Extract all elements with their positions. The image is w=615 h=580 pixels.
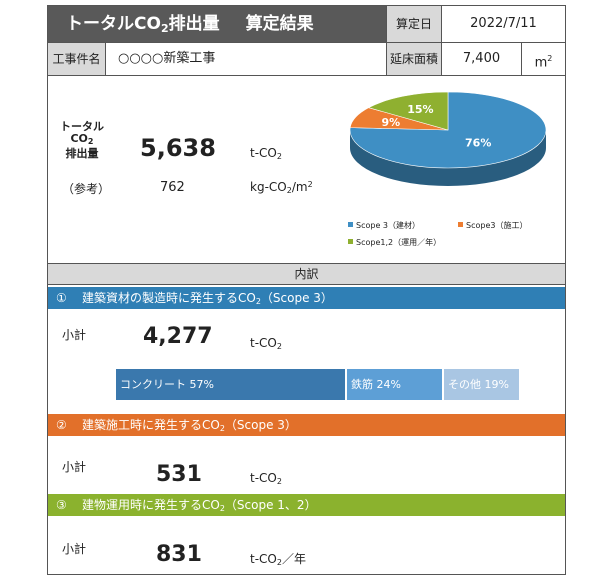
project-name-label: 工事件名: [48, 43, 106, 75]
pie-slice-2: [367, 91, 449, 131]
section-3-scope: （Scope 1、2）: [224, 498, 317, 512]
section-1-title: 建築資材の製造時に発生するCO: [82, 291, 256, 305]
section-3-unit-text: t-CO: [250, 552, 277, 566]
total-label-line2: CO2: [48, 133, 116, 148]
section-2-unit-sub: 2: [276, 477, 282, 486]
report-title: トータルCO2排出量 算定結果: [48, 6, 386, 42]
material-segment-0: コンクリート 57%: [116, 369, 345, 400]
section-3-unit: t-CO2／年: [250, 550, 306, 567]
section-2-title: 建築施工時に発生するCO: [82, 418, 220, 432]
section-3-sub: 2: [219, 504, 225, 513]
section-3-title: 建物運用時に発生するCO: [82, 498, 220, 512]
title-subscript: 2: [160, 22, 169, 35]
material-segment-1: 鉄筋 24%: [347, 369, 442, 400]
section-3-bar: ③ 建物運用時に発生するCO2（Scope 1、2）: [48, 494, 565, 516]
title-suffix: 算定結果: [245, 14, 314, 34]
section-2-scope: （Scope 3）: [224, 418, 297, 432]
title-text: トータルCO: [66, 14, 161, 34]
total-value: 5,638: [140, 134, 216, 162]
total-unit: t-CO2: [250, 146, 282, 161]
section-2-bar: ② 建築施工時に発生するCO2（Scope 3）: [48, 414, 565, 436]
section-1-unit: t-CO2: [250, 336, 282, 351]
floor-area-value: 7,400: [442, 43, 522, 75]
section-1-unit-text: t-CO: [250, 336, 277, 350]
ref-unit-mid: /m: [291, 180, 308, 194]
section-3-value: 831: [156, 542, 202, 567]
ref-unit-sup: 2: [307, 180, 313, 189]
section-2-value: 531: [156, 462, 202, 487]
emissions-pie-chart: 76% 9% 15%: [349, 91, 547, 186]
legend-swatch-1: [458, 222, 463, 227]
total-label-sub: 2: [87, 137, 94, 146]
legend-swatch-0: [348, 222, 353, 227]
total-label-co: CO: [70, 132, 88, 145]
report-header: トータルCO2排出量 算定結果 算定日 2022/7/11: [48, 6, 565, 43]
section-2-sub: 2: [219, 424, 225, 433]
title-text-2: 排出量: [168, 14, 220, 34]
section-1-number: ①: [56, 291, 67, 305]
section-1-scope: （Scope 3）: [260, 291, 333, 305]
section-3-unit-post: ／年: [281, 552, 306, 566]
legend-swatch-2: [348, 239, 353, 244]
ref-unit-sub: 2: [286, 186, 292, 195]
project-row: 工事件名 ○○○○新築工事 延床面積 7,400 m2: [48, 43, 565, 76]
total-unit-sub: 2: [276, 152, 282, 161]
date-label: 算定日: [386, 6, 442, 42]
legend-label-2: Scope1,2（運用／年）: [356, 238, 442, 247]
section-1-subtotal-label: 小計: [62, 328, 87, 342]
ref-unit-text: kg-CO: [250, 180, 287, 194]
report-sheet: トータルCO2排出量 算定結果 算定日 2022/7/11 工事件名 ○○○○新築…: [47, 5, 566, 575]
legend-item-1: Scope3（施工）: [458, 220, 527, 231]
total-label-line3: 排出量: [65, 147, 99, 160]
legend-item-0: Scope 3（建材）: [348, 220, 420, 231]
section-2-subtotal-label: 小計: [62, 460, 87, 474]
section-2-unit-text: t-CO: [250, 471, 277, 485]
pie-side-wall: [350, 130, 546, 186]
pie-label-2: 15%: [407, 103, 433, 116]
section-2-number: ②: [56, 418, 67, 432]
total-label-line1: トータル: [60, 120, 104, 133]
floor-area-unit: m2: [522, 43, 565, 75]
reference-value: 762: [160, 180, 185, 195]
legend-label-1: Scope3（施工）: [466, 221, 528, 230]
legend-item-2: Scope1,2（運用／年）: [348, 237, 441, 248]
material-segment-2: その他 19%: [444, 369, 519, 400]
total-unit-text: t-CO: [250, 146, 277, 160]
breakdown-header: 内訳: [48, 263, 565, 285]
area-unit-sup: 2: [547, 54, 553, 63]
pie-label-1: 9%: [381, 116, 400, 129]
reference-unit: kg-CO2/m2: [250, 180, 313, 195]
section-1-sub: 2: [255, 297, 261, 306]
legend-label-0: Scope 3（建材）: [356, 221, 421, 230]
total-label: トータル CO2 排出量: [48, 121, 116, 160]
floor-area-label: 延床面積: [386, 43, 442, 75]
project-name-value: ○○○○新築工事: [118, 51, 216, 66]
section-1-unit-sub: 2: [276, 342, 282, 351]
area-unit-text: m: [534, 55, 548, 71]
section-1-bar: ① 建築資材の製造時に発生するCO2（Scope 3）: [48, 287, 565, 309]
date-value: 2022/7/11: [470, 16, 537, 31]
section-3-subtotal-label: 小計: [62, 542, 87, 556]
reference-label: （参考）: [62, 182, 111, 196]
section-3-number: ③: [56, 498, 67, 512]
section-1-value: 4,277: [143, 324, 213, 349]
pie-label-0: 76%: [465, 136, 491, 149]
section-3-unit-sub: 2: [276, 558, 282, 567]
section-2-unit: t-CO2: [250, 471, 282, 486]
total-emissions-block: トータル CO2 排出量 5,638 t-CO2 （参考） 762 kg-CO2…: [48, 76, 565, 263]
